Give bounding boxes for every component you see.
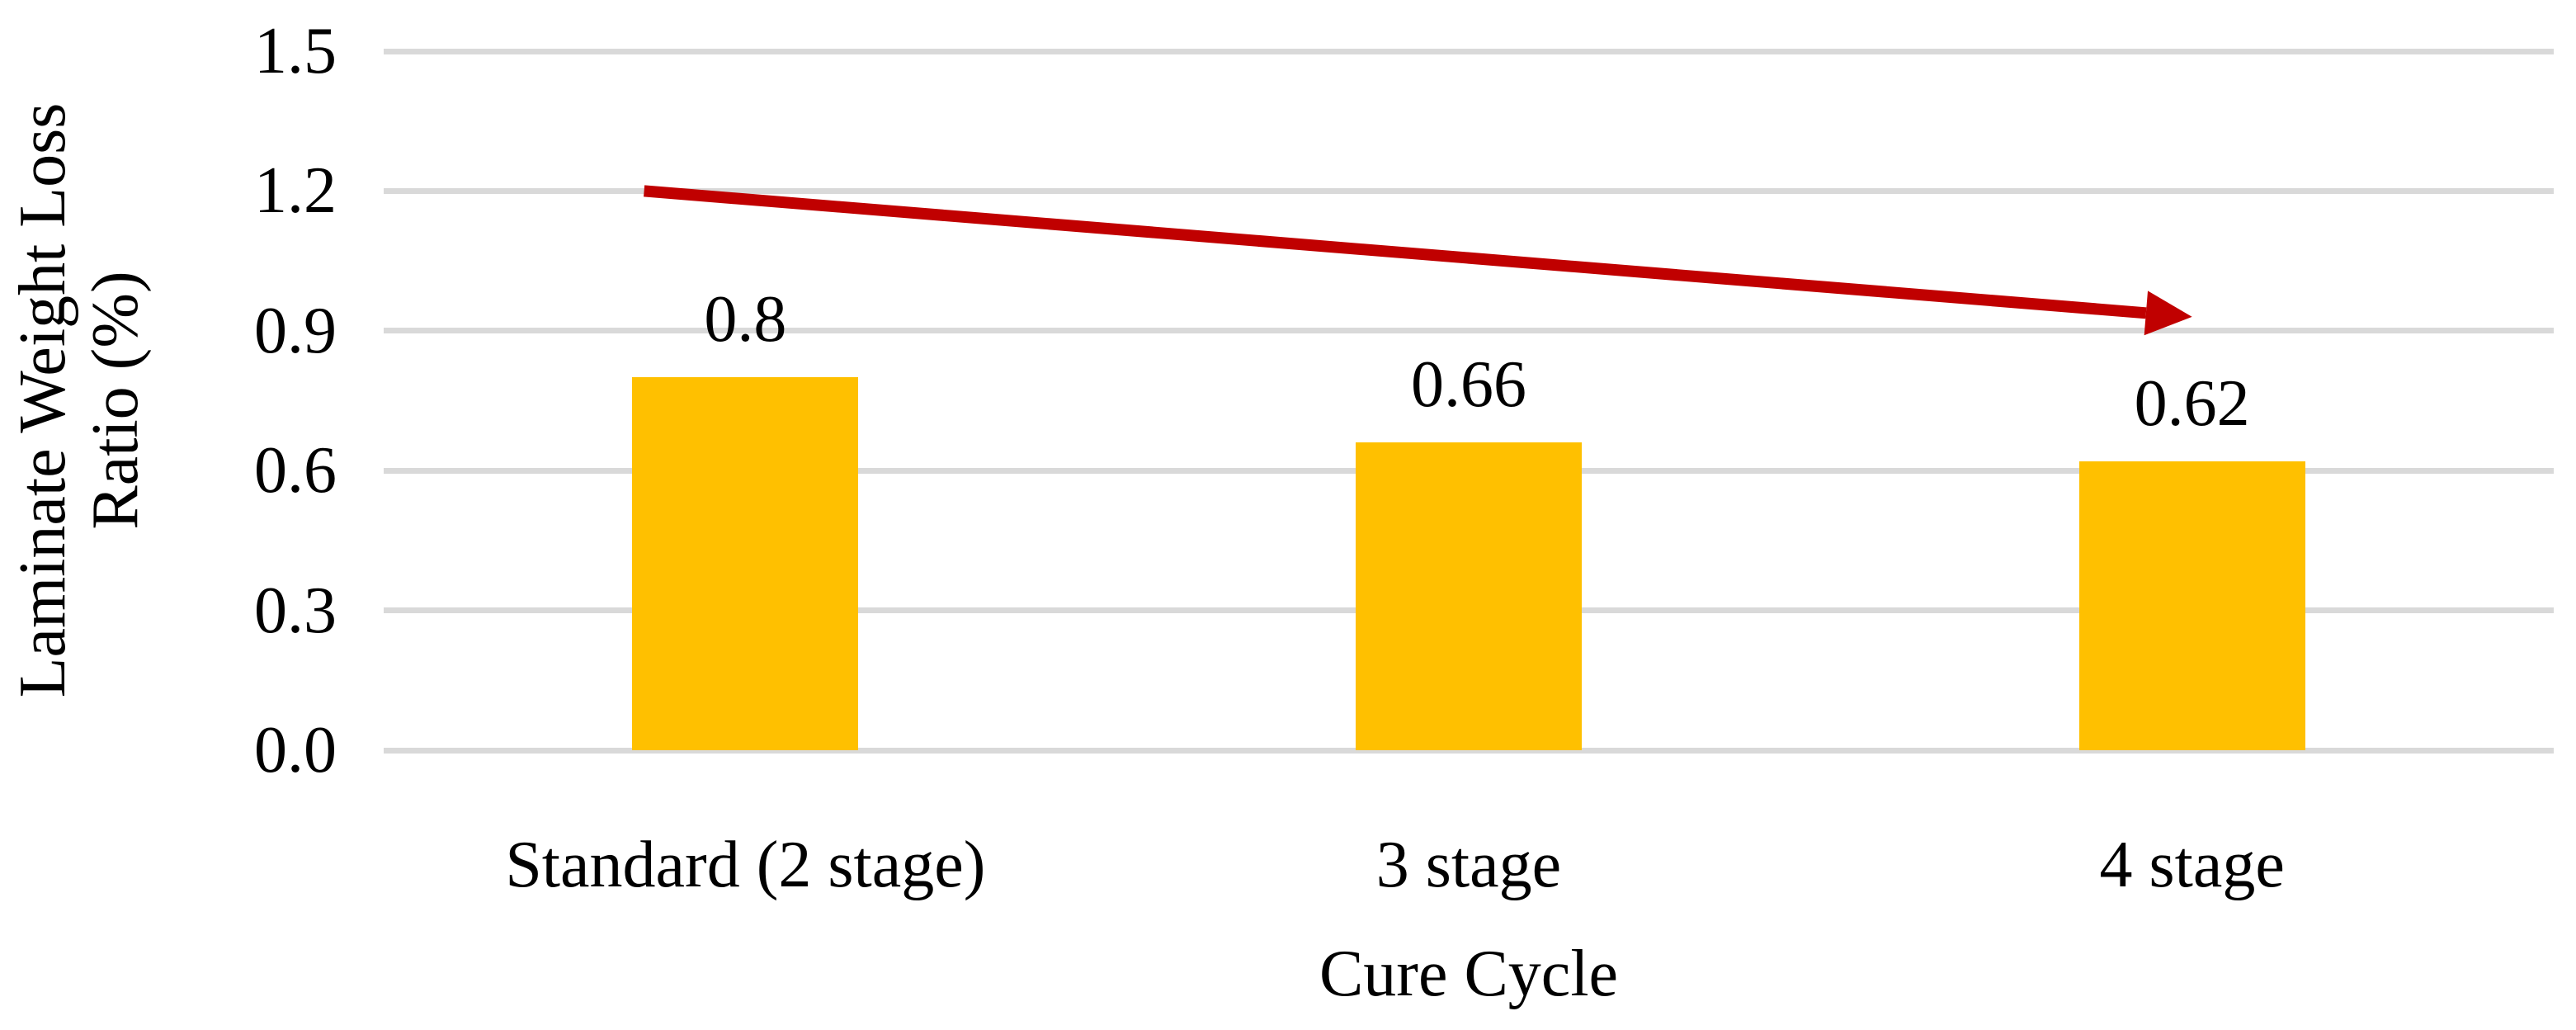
trend-arrowhead-icon — [2144, 291, 2192, 336]
x-axis-tick-labels: Standard (2 stage) 3 stage 4 stage — [384, 824, 2554, 906]
gridline-y-1.2 — [384, 187, 2554, 194]
gridline-y-0.0 — [384, 747, 2554, 754]
y-tick-label-1.5: 1.5 — [254, 15, 337, 87]
bar-value-label-3 stage: 0.66 — [1411, 348, 1526, 422]
y-tick-label-0.0: 0.0 — [254, 714, 337, 787]
trend-arrow — [644, 185, 2192, 336]
x-tick-label-Standard (2 stage): Standard (2 stage) — [505, 829, 986, 901]
x-axis-title: Cure Cycle — [1319, 938, 1619, 1010]
bar-Standard (2 stage) — [632, 377, 859, 750]
x-tick-label-4 stage: 4 stage — [2099, 829, 2285, 901]
bar-value-label-4 stage: 0.62 — [2134, 366, 2250, 440]
y-tick-label-1.2: 1.2 — [254, 154, 337, 228]
y-tick-label-0.6: 0.6 — [254, 434, 337, 508]
x-tick-label-3 stage: 3 stage — [1375, 829, 1562, 901]
gridline-y-1.5 — [384, 48, 2554, 54]
plot-area: 0.8 0.66 0.62 — [384, 48, 2554, 754]
bar-value-label-Standard (2 stage): 0.8 — [704, 283, 787, 357]
y-tick-label-0.3: 0.3 — [254, 574, 337, 647]
bar-3 stage — [1356, 442, 1582, 750]
y-axis-tick-labels: 0.0 0.3 0.6 0.9 1.2 1.5 — [0, 0, 337, 1030]
bar-4 stage — [2078, 461, 2305, 750]
gridline-y-0.9 — [384, 328, 2554, 334]
y-tick-label-0.9: 0.9 — [254, 294, 337, 367]
trend-arrow-shaft — [644, 185, 2147, 319]
